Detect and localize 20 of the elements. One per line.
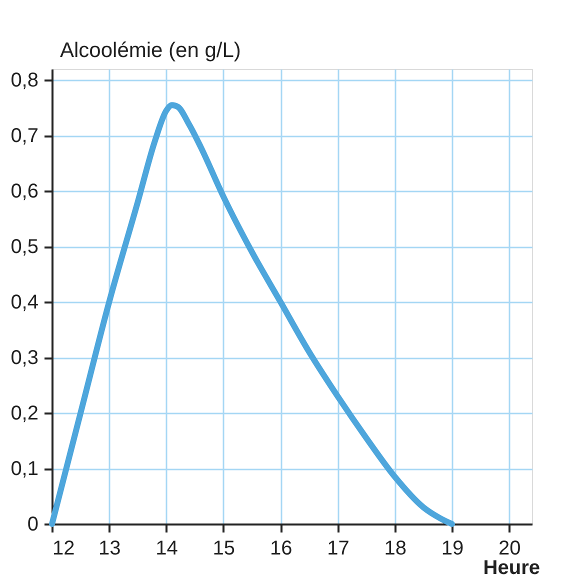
x-tick-label: 16 <box>270 538 292 560</box>
y-tick-label: 0,4 <box>10 292 38 314</box>
x-tick-label: 17 <box>327 538 350 560</box>
y-tick-label: 0,5 <box>10 236 38 258</box>
x-tick-label: 18 <box>384 538 406 560</box>
y-tick-label: 0,7 <box>10 125 38 148</box>
y-tick-label: 0,6 <box>10 180 38 203</box>
y-axis-title: Alcoolémie (en g/L) <box>60 39 241 62</box>
x-tick-label: 15 <box>212 538 236 560</box>
x-tick-label: 20 <box>498 538 521 560</box>
y-tick-label: 0,3 <box>10 347 38 370</box>
x-tick-label: 12 <box>52 538 75 560</box>
x-tick-label: 14 <box>156 538 178 560</box>
y-tick-label: 0 <box>27 514 38 536</box>
x-tick-label: 13 <box>98 538 121 560</box>
y-tick-label: 0,8 <box>10 70 38 92</box>
y-tick-label: 0,2 <box>10 402 38 425</box>
x-tick-label: 19 <box>441 538 464 560</box>
x-axis-title: Heure <box>483 557 540 579</box>
y-tick-label: 0,1 <box>10 458 38 480</box>
